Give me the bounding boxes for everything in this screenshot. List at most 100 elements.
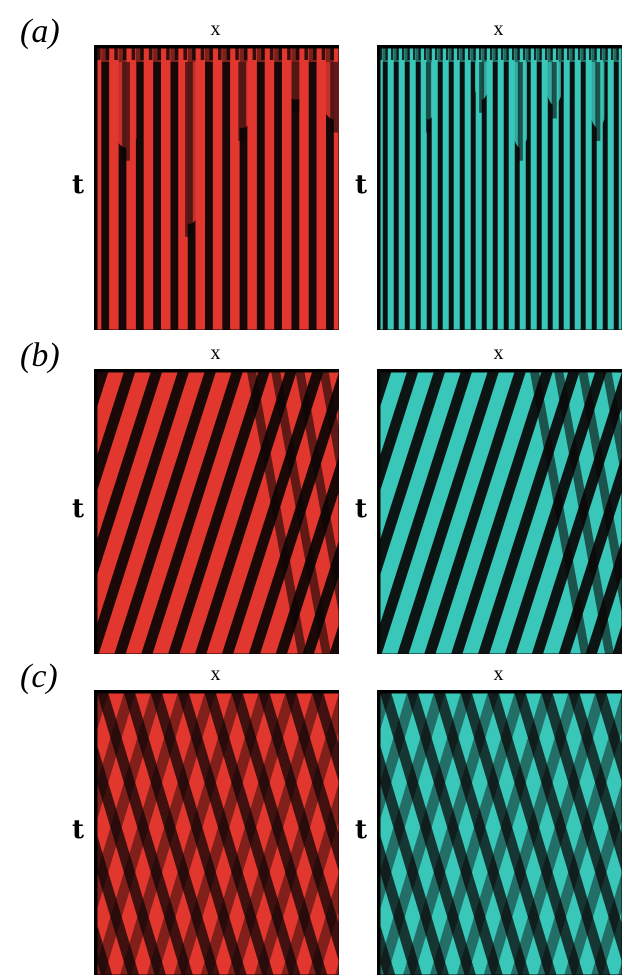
fine-stripe bbox=[114, 48, 118, 60]
fine-stripe bbox=[605, 48, 608, 60]
stripe-reverse bbox=[271, 372, 332, 654]
left-axis-line bbox=[377, 45, 380, 330]
fine-stripe bbox=[235, 48, 239, 60]
stripe-cross bbox=[97, 693, 189, 975]
stripe bbox=[525, 48, 531, 330]
stripe bbox=[380, 744, 450, 975]
stripe bbox=[459, 48, 465, 330]
fine-stripe bbox=[402, 48, 405, 60]
fine-stripe bbox=[451, 48, 454, 60]
merge-stripe bbox=[595, 62, 601, 141]
stripe bbox=[97, 693, 193, 975]
fine-stripe bbox=[429, 48, 432, 60]
fine-stripe bbox=[550, 48, 553, 60]
stripe-reverse bbox=[554, 372, 615, 654]
stripe bbox=[170, 48, 179, 330]
stripe bbox=[101, 48, 110, 330]
fine-stripe bbox=[278, 48, 283, 60]
merge-stripe bbox=[425, 62, 431, 133]
spacetime-plot bbox=[380, 48, 622, 330]
stripe-reverse bbox=[530, 372, 590, 654]
stripe bbox=[612, 624, 622, 654]
fine-stripe bbox=[218, 48, 222, 60]
t-axis-label: t bbox=[355, 170, 368, 200]
fine-stripe bbox=[304, 48, 308, 60]
fine-stripe bbox=[330, 48, 334, 60]
stripe bbox=[460, 693, 557, 975]
stripe bbox=[541, 693, 622, 962]
row-label: (a) bbox=[20, 13, 60, 50]
row-label: (b) bbox=[20, 337, 60, 374]
x-axis-label: x bbox=[493, 663, 504, 685]
panel-right-row-3 bbox=[380, 693, 622, 975]
top-axis-line bbox=[94, 369, 339, 372]
fine-stripe bbox=[490, 48, 493, 60]
fine-stripe bbox=[616, 48, 619, 60]
stripe bbox=[118, 48, 127, 330]
fine-stripe bbox=[440, 48, 443, 60]
fine-stripe bbox=[252, 48, 257, 60]
stripe bbox=[123, 693, 220, 975]
stripe bbox=[602, 48, 608, 330]
fine-stripe bbox=[534, 48, 537, 60]
left-axis-line bbox=[377, 690, 380, 975]
stripe-cross bbox=[200, 693, 297, 975]
fine-stripe bbox=[479, 48, 482, 60]
stripe-cross bbox=[510, 693, 607, 975]
panel-background bbox=[97, 693, 339, 975]
panel-right-row-1 bbox=[380, 48, 622, 330]
fine-stripe bbox=[506, 48, 509, 60]
merge-stripe bbox=[185, 62, 193, 237]
x-axis-label: x bbox=[210, 18, 221, 40]
fine-stripe bbox=[148, 48, 153, 60]
stripe bbox=[514, 48, 520, 330]
stripe bbox=[613, 48, 619, 330]
fine-stripe bbox=[528, 48, 531, 60]
merge-stripe bbox=[517, 62, 523, 161]
stripe bbox=[114, 372, 216, 654]
stripe-cross bbox=[173, 693, 270, 975]
fine-stripe bbox=[183, 48, 187, 60]
fine-stripe bbox=[501, 48, 504, 60]
x-axis-label: x bbox=[210, 663, 221, 685]
stripe bbox=[536, 48, 542, 330]
fine-stripe bbox=[589, 48, 592, 60]
t-axis-label: t bbox=[355, 815, 368, 845]
fine-stripe bbox=[457, 48, 460, 60]
fine-stripe bbox=[407, 48, 410, 60]
stripe bbox=[487, 693, 584, 975]
fine-stripe bbox=[446, 48, 449, 60]
merge-stripe bbox=[551, 62, 557, 119]
fine-stripe bbox=[269, 48, 274, 60]
fine-stripe bbox=[578, 48, 581, 60]
fine-stripe bbox=[243, 48, 248, 60]
stripe-cross bbox=[254, 693, 339, 975]
fine-stripe bbox=[556, 48, 559, 60]
fine-stripe bbox=[174, 48, 179, 60]
stripe bbox=[231, 693, 328, 975]
panel-right-row-2 bbox=[380, 372, 622, 654]
stripe bbox=[291, 48, 300, 330]
fine-stripe bbox=[396, 48, 399, 60]
fine-stripe bbox=[313, 48, 317, 60]
merge-stripe bbox=[479, 62, 485, 113]
stripe bbox=[308, 48, 317, 330]
fine-stripe bbox=[105, 48, 110, 60]
fine-stripe bbox=[261, 48, 265, 60]
x-axis-label: x bbox=[493, 18, 504, 40]
stripe bbox=[239, 48, 248, 330]
fine-stripe bbox=[512, 48, 515, 60]
stripe bbox=[135, 48, 144, 330]
fine-stripe bbox=[166, 48, 170, 60]
stripe bbox=[274, 48, 282, 330]
stripe-cross bbox=[119, 693, 216, 975]
fine-stripe bbox=[545, 48, 548, 60]
fine-stripe bbox=[561, 48, 564, 60]
stripe bbox=[470, 48, 476, 330]
fine-stripe bbox=[122, 48, 127, 60]
fine-stripe bbox=[600, 48, 603, 60]
stripe-cross bbox=[380, 693, 472, 975]
stripe bbox=[558, 48, 564, 330]
fine-stripe bbox=[140, 48, 144, 60]
stripe bbox=[481, 48, 487, 330]
